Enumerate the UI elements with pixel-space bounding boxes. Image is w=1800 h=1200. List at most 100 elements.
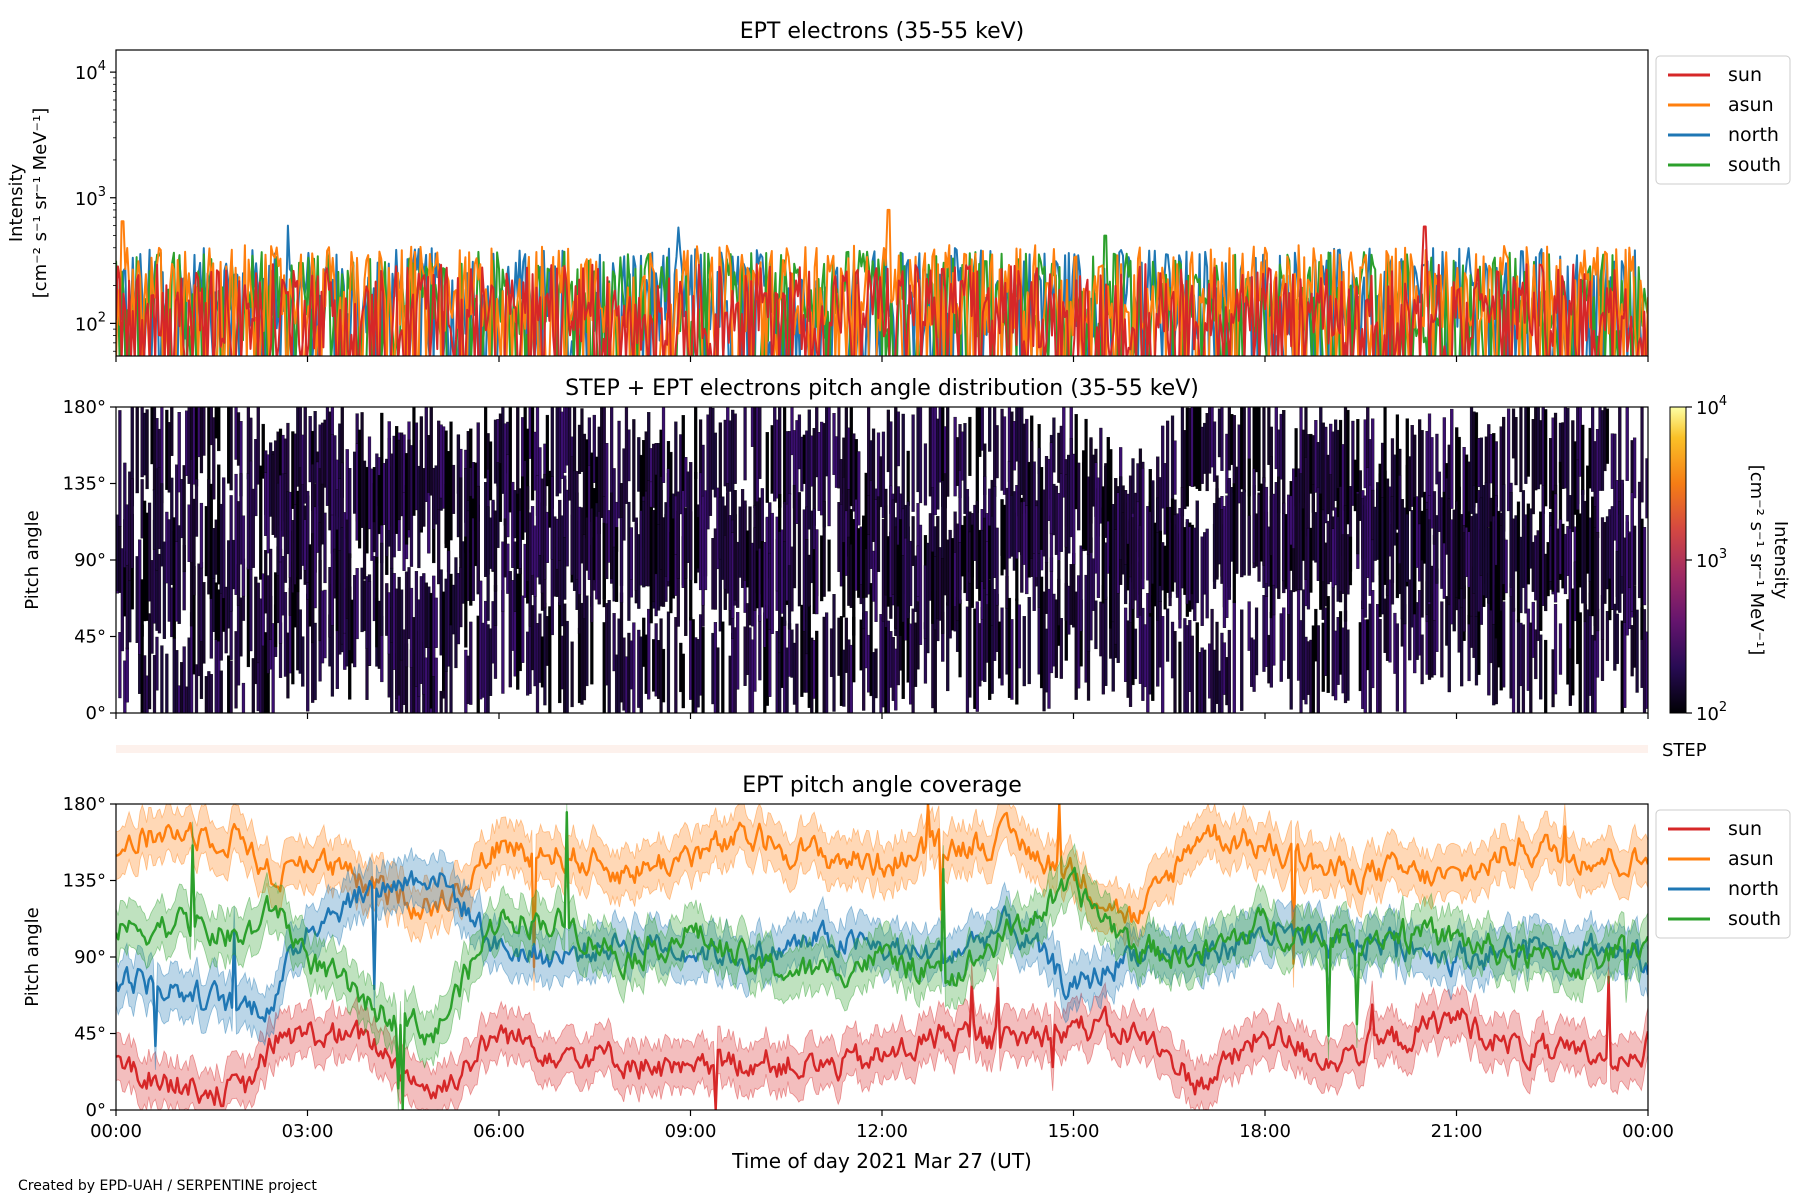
- x-tick-label: 00:00: [1622, 1121, 1674, 1142]
- pad-cell: [212, 417, 216, 500]
- pad-cell: [901, 413, 905, 513]
- pad-cell: [666, 611, 671, 713]
- pad-cell: [269, 548, 273, 640]
- pad-cell: [1212, 421, 1217, 482]
- pad-cell: [1635, 609, 1639, 693]
- pad-cell: [1289, 590, 1293, 710]
- pad-cell: [1165, 420, 1170, 509]
- pad-cell: [1418, 590, 1422, 656]
- pad-cell: [306, 490, 310, 583]
- pad-cell: [1178, 641, 1182, 713]
- pad-cell: [1165, 608, 1170, 662]
- pad-cell: [1502, 484, 1506, 585]
- pad-cell: [896, 411, 900, 467]
- pad-cell: [592, 414, 596, 483]
- pad-cell: [1645, 631, 1648, 709]
- pad-cell: [521, 595, 525, 663]
- pad-cell: [323, 589, 327, 659]
- legend-label-north: north: [1728, 878, 1779, 900]
- pad-cell: [1254, 607, 1259, 676]
- pad-cell: [797, 492, 802, 607]
- pad-cell: [303, 407, 307, 504]
- pad-cell: [182, 465, 186, 573]
- x-tick-label: 00:00: [90, 1121, 142, 1142]
- panel-step: STEP: [116, 740, 1707, 761]
- panel1-ylabel-line1: Intensity: [6, 163, 27, 242]
- pad-cell: [313, 411, 317, 484]
- pad-cell: [1203, 649, 1207, 713]
- pad-cell: [493, 510, 498, 592]
- series-south-coverage-line: [116, 811, 1648, 1110]
- pad-cell: [1420, 634, 1424, 685]
- panel4-x-ticks: 00:00 03:00 06:00 09:00 12:00 15:00 18:00 21:00…: [90, 1110, 1674, 1142]
- colorbar-label-line1: Intensity: [1770, 521, 1791, 600]
- pad-cell: [469, 621, 473, 705]
- pad-cell: [785, 647, 789, 713]
- pad-cell: [147, 502, 152, 602]
- legend-label-south: south: [1728, 908, 1781, 930]
- pad-cell: [1057, 560, 1061, 626]
- step-label: STEP: [1662, 740, 1707, 761]
- pad-cell: [1096, 477, 1101, 598]
- pad-cell: [736, 612, 740, 690]
- pad-cell: [1625, 407, 1629, 481]
- pad-cell: [1632, 437, 1637, 499]
- pad-cell: [918, 407, 923, 504]
- pad-cell: [1581, 424, 1585, 495]
- pad-cell: [1356, 493, 1360, 555]
- pad-cell: [318, 522, 322, 642]
- panel1-series-group: [116, 208, 1648, 356]
- pad-cell: [239, 597, 243, 657]
- pad-cell: [701, 627, 705, 713]
- colorbar-tick-label: 104: [1696, 394, 1727, 419]
- pad-cell: [1388, 579, 1392, 663]
- pad-cell: [1544, 409, 1548, 507]
- pad-cell: [617, 420, 621, 519]
- pad-cell: [380, 542, 384, 636]
- pad-cell: [202, 582, 206, 664]
- x-tick-label: 03:00: [282, 1121, 334, 1142]
- colorbar-ticks: 102 103 104: [1686, 394, 1727, 725]
- pad-cell: [1430, 437, 1434, 529]
- pad-cell: [1052, 417, 1056, 473]
- pad-cell: [1027, 597, 1031, 685]
- panel2-ytick-label: 135°: [63, 474, 106, 495]
- pad-cell: [165, 653, 169, 713]
- pad-cell: [1247, 515, 1251, 576]
- series-asun-coverage-line: [116, 804, 1648, 969]
- colorbar-tick-label: 103: [1696, 547, 1727, 572]
- pad-cell: [488, 441, 493, 501]
- pad-cell: [694, 407, 698, 479]
- pad-cell: [241, 515, 246, 597]
- panel1-ytick-label: 103: [75, 185, 106, 210]
- pad-cell: [1395, 623, 1400, 712]
- panel4-ytick-label: 0°: [86, 1100, 106, 1121]
- pad-cell: [703, 490, 708, 591]
- pad-cell: [632, 419, 636, 522]
- pad-cell: [192, 498, 196, 596]
- pad-cell: [1632, 525, 1637, 586]
- pad-cell: [323, 512, 327, 584]
- pad-cell: [713, 432, 718, 498]
- pad-cell: [1215, 621, 1219, 704]
- pad-cell: [301, 636, 305, 687]
- pad-cell: [1346, 409, 1350, 525]
- pad-cell: [1242, 489, 1246, 576]
- pad-cell: [995, 425, 999, 479]
- pad-cell: [1195, 500, 1199, 604]
- pad-cell: [548, 606, 552, 713]
- pad-cell: [918, 524, 923, 645]
- pad-cell: [881, 431, 886, 519]
- pad-cell: [614, 527, 619, 602]
- pad-cell: [1504, 539, 1508, 594]
- pad-cell: [1277, 476, 1281, 599]
- panel-coverage: EPT pitch angle coverage 0° 45° 90° 135° 180…: [22, 773, 1791, 1173]
- pad-cell: [874, 648, 878, 699]
- pad-cell: [871, 428, 876, 542]
- pad-cell: [837, 407, 841, 489]
- pad-cell: [827, 407, 831, 527]
- pad-cell: [597, 511, 601, 605]
- pad-cell: [1240, 609, 1244, 711]
- pad-cell: [1017, 604, 1021, 669]
- pad-cell: [177, 525, 181, 624]
